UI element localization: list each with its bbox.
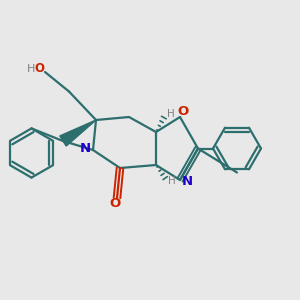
Text: H: H [27,64,36,74]
Text: O: O [177,105,189,118]
Text: N: N [182,175,193,188]
Text: H: H [167,109,174,119]
Text: N: N [80,142,91,155]
Polygon shape [60,120,96,146]
Text: O: O [110,197,121,210]
Text: O: O [34,62,44,76]
Text: H: H [168,176,176,187]
